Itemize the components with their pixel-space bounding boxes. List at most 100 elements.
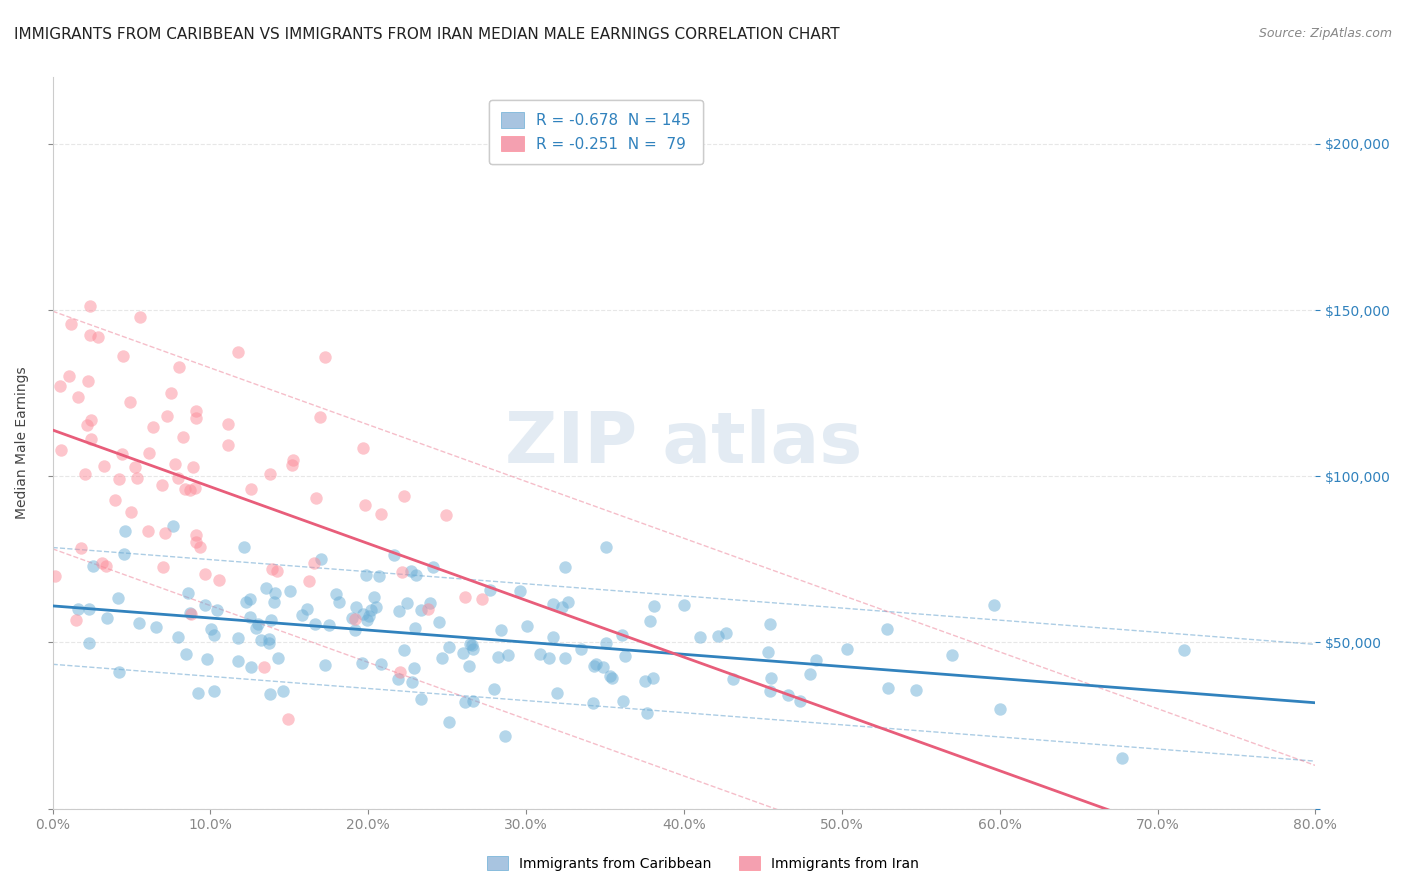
Point xyxy=(162,519,184,533)
Point xyxy=(714,626,737,640)
Point xyxy=(759,671,782,685)
Point xyxy=(125,471,148,485)
Point xyxy=(184,404,207,418)
Point xyxy=(217,438,239,452)
Point xyxy=(207,574,229,588)
Point xyxy=(155,525,177,540)
Point xyxy=(557,594,579,608)
Point xyxy=(184,528,207,542)
Point xyxy=(66,601,89,615)
Point xyxy=(107,591,129,605)
Point xyxy=(759,617,782,632)
Point xyxy=(112,349,135,363)
Point xyxy=(93,458,115,473)
Point xyxy=(343,624,366,638)
Point xyxy=(402,661,425,675)
Point xyxy=(145,619,167,633)
Point xyxy=(641,671,664,685)
Point xyxy=(471,591,494,606)
Point xyxy=(263,594,285,608)
Point xyxy=(451,647,474,661)
Point xyxy=(453,694,475,708)
Point xyxy=(202,684,225,698)
Point xyxy=(305,491,328,505)
Point xyxy=(496,648,519,662)
Point xyxy=(482,681,505,696)
Point xyxy=(277,712,299,726)
Point xyxy=(260,613,283,627)
Point xyxy=(129,310,152,325)
Text: Source: ZipAtlas.com: Source: ZipAtlas.com xyxy=(1258,27,1392,40)
Point xyxy=(70,541,93,556)
Point xyxy=(79,328,101,343)
Point xyxy=(176,648,198,662)
Point xyxy=(278,584,301,599)
Point xyxy=(554,651,576,665)
Point xyxy=(87,330,110,344)
Point xyxy=(595,540,617,554)
Point xyxy=(516,619,538,633)
Point xyxy=(66,390,89,404)
Point xyxy=(156,409,179,424)
Point xyxy=(391,565,413,579)
Point xyxy=(411,602,433,616)
Point xyxy=(202,628,225,642)
Point xyxy=(80,432,103,446)
Point xyxy=(226,631,249,645)
Point xyxy=(77,636,100,650)
Point xyxy=(82,559,104,574)
Point xyxy=(79,299,101,313)
Point xyxy=(363,590,385,604)
Legend: R = -0.678  N = 145, R = -0.251  N =  79: R = -0.678 N = 145, R = -0.251 N = 79 xyxy=(488,100,703,164)
Point xyxy=(554,559,576,574)
Point xyxy=(304,616,326,631)
Point xyxy=(314,658,336,673)
Point xyxy=(266,564,288,578)
Point xyxy=(404,621,426,635)
Point xyxy=(1173,643,1195,657)
Point xyxy=(360,603,382,617)
Point xyxy=(172,429,194,443)
Point xyxy=(76,417,98,432)
Point xyxy=(370,657,392,672)
Point xyxy=(614,648,637,663)
Point xyxy=(537,651,560,665)
Point xyxy=(247,617,270,632)
Point xyxy=(91,556,114,570)
Point xyxy=(756,646,779,660)
Point xyxy=(389,665,412,679)
Point xyxy=(422,559,444,574)
Point xyxy=(541,631,564,645)
Point xyxy=(226,345,249,359)
Point xyxy=(283,453,305,467)
Point xyxy=(411,691,433,706)
Point xyxy=(173,482,195,496)
Point xyxy=(259,687,281,701)
Point xyxy=(112,547,135,561)
Point xyxy=(706,630,728,644)
Point xyxy=(354,568,377,582)
Point xyxy=(458,659,481,673)
Point xyxy=(77,601,100,615)
Point xyxy=(479,583,502,598)
Point xyxy=(778,688,800,702)
Point xyxy=(595,636,617,650)
Point xyxy=(94,559,117,574)
Point xyxy=(354,498,377,512)
Point xyxy=(264,586,287,600)
Point xyxy=(184,535,207,549)
Point xyxy=(167,359,190,374)
Point xyxy=(643,599,665,613)
Point xyxy=(1111,751,1133,765)
Point xyxy=(799,667,821,681)
Point xyxy=(529,647,551,661)
Point xyxy=(904,682,927,697)
Point xyxy=(200,622,222,636)
Point xyxy=(419,596,441,610)
Point xyxy=(179,483,201,497)
Point xyxy=(142,420,165,434)
Point xyxy=(364,599,387,614)
Point xyxy=(194,567,217,582)
Point xyxy=(239,610,262,624)
Point xyxy=(120,505,142,519)
